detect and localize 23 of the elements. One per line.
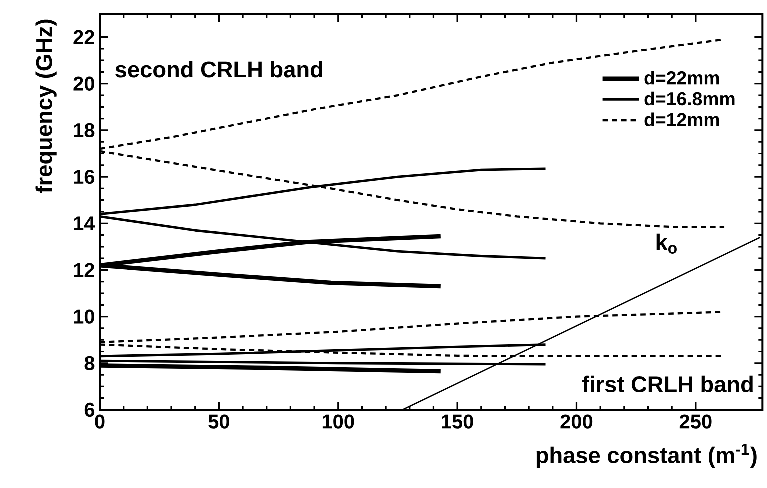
y-tick-label: 6 (84, 402, 95, 418)
y-tick-label: 16 (74, 170, 95, 184)
y-tick-label: 20 (74, 76, 94, 91)
y-tick-label: 12 (74, 263, 94, 278)
y-tick-label: 18 (74, 123, 95, 138)
legend-label: d=22mm (644, 71, 720, 85)
annotation: k$_{o}$ (656, 234, 677, 254)
y-tick-label: 22 (74, 30, 94, 44)
x-tick-label: 100 (322, 414, 354, 429)
y-tick-label: 8 (84, 356, 95, 370)
y-tick-label: 10 (74, 310, 94, 324)
x-tick-label: 50 (208, 414, 230, 429)
annotation: second CRLH band (116, 61, 322, 78)
x-tick-label: 150 (442, 414, 474, 429)
x-axis-title: phase constant (m$^{-1}$) (536, 444, 757, 468)
legend-label: d=12mm (644, 112, 720, 127)
y-tick-label: 14 (74, 216, 96, 231)
annotation: first CRLH band (582, 376, 753, 393)
x-tick-label: 0 (95, 414, 105, 429)
x-tick-label: 200 (560, 414, 593, 429)
legend-label: d=16.8mm (644, 92, 735, 106)
y-axis-title: frequency (GHz) (36, 20, 57, 194)
x-tick-label: 250 (680, 414, 712, 429)
